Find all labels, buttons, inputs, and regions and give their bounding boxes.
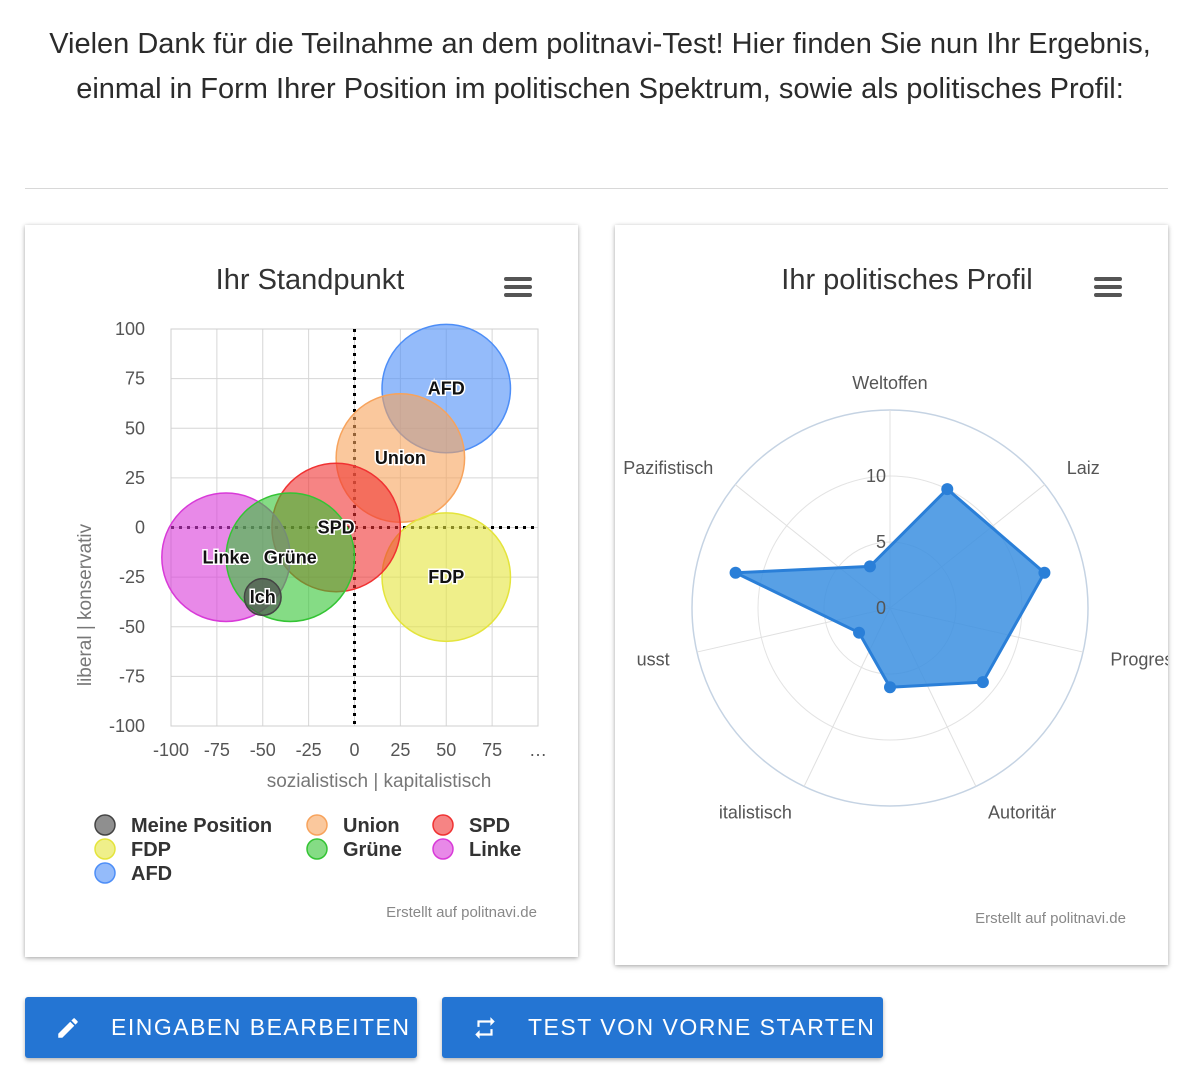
bubble-label: Linke <box>203 547 250 567</box>
intro-text: Vielen Dank für die Teilnahme an dem pol… <box>49 28 1151 105</box>
legend-item[interactable]: Grüne <box>306 838 402 861</box>
radar-axis-label: Laiz <box>1067 458 1100 478</box>
radar-point[interactable] <box>884 681 896 694</box>
legend-label: SPD <box>469 815 510 837</box>
restart-test-label: TEST VON VORNE STARTEN <box>528 1014 876 1040</box>
y-tick-label: 100 <box>115 319 145 339</box>
legend-label: Grüne <box>343 839 402 861</box>
x-tick-label: 25 <box>390 740 410 760</box>
x-tick-label: -75 <box>204 740 230 760</box>
legend-label: Meine Position <box>131 815 272 837</box>
x-tick-label: -25 <box>296 740 322 760</box>
radar-tick-label: 10 <box>866 466 886 486</box>
hamburger-menu-icon[interactable] <box>503 277 533 301</box>
legend-item[interactable]: FDP <box>94 838 171 861</box>
legend-marker <box>306 814 328 836</box>
radar-tick-label: 0 <box>876 598 886 618</box>
edit-inputs-button[interactable]: EINGABEN BEARBEITEN <box>25 997 417 1058</box>
profile-chart-card: Ihr politisches Profil 0 5 10 Weltoffen Laiz… <box>615 225 1168 965</box>
legend-item[interactable]: Union <box>306 814 400 837</box>
bubble-label: Union <box>375 448 426 468</box>
legend-marker <box>94 814 116 836</box>
bubble-label: Grüne <box>264 547 317 567</box>
y-tick-label: 50 <box>125 418 145 438</box>
radar-point[interactable] <box>853 626 866 639</box>
y-tick-label: 25 <box>125 468 145 488</box>
x-tick-label: -100 <box>153 740 189 760</box>
legend-marker <box>94 862 116 884</box>
radar-axis-label: Weltoffen <box>852 373 927 393</box>
legend-item[interactable]: Linke <box>432 838 521 861</box>
x-tick-label: 50 <box>436 740 456 760</box>
bubble-label: AFD <box>428 379 465 399</box>
legend-marker <box>432 838 454 860</box>
radar-tick-label: 5 <box>876 532 886 552</box>
bubble-label: FDP <box>428 567 464 587</box>
edit-inputs-label: EINGABEN BEARBEITEN <box>111 1014 411 1040</box>
legend-label: AFD <box>131 863 172 885</box>
radar-point[interactable] <box>863 560 876 573</box>
legend-marker <box>306 838 328 860</box>
legend-item[interactable]: SPD <box>432 814 510 837</box>
radar-point[interactable] <box>729 566 742 579</box>
y-tick-label: 0 <box>135 518 145 538</box>
y-tick-label: -50 <box>119 617 145 637</box>
y-tick-label: 75 <box>125 369 145 389</box>
radar-axis-label: Pazifistisch <box>623 458 713 478</box>
bubble-fdp[interactable] <box>381 512 512 643</box>
legend-item[interactable]: Meine Position <box>94 814 272 837</box>
profile-chart: Ihr politisches Profil 0 5 10 Weltoffen Laiz… <box>623 264 1168 927</box>
chart-title: Ihr Standpunkt <box>216 264 405 296</box>
x-axis-label: sozialistisch | kapitalistisch <box>267 771 492 792</box>
radar-point[interactable] <box>941 483 954 496</box>
bubble-label: Ich <box>250 587 276 607</box>
radar-axis-label: usst <box>637 649 670 669</box>
radar-axis-label: Autoritär <box>988 803 1056 823</box>
radar-area <box>734 487 1046 689</box>
x-tick-label: … <box>529 740 547 760</box>
legend-label: Linke <box>469 839 521 861</box>
y-tick-label: -75 <box>119 666 145 686</box>
credits[interactable]: Erstellt auf politnavi.de <box>386 904 537 921</box>
x-tick-label: 0 <box>349 740 359 760</box>
repeat-icon <box>470 1013 500 1043</box>
y-tick-label: -25 <box>119 567 145 587</box>
radar-point[interactable] <box>1038 566 1051 579</box>
position-chart-card: Ihr Standpunkt AFD Union FDP SPD Linke Grüne I… <box>25 225 578 957</box>
legend-label: FDP <box>131 839 171 861</box>
x-tick-label: -50 <box>250 740 276 760</box>
pencil-icon <box>53 1013 83 1043</box>
divider <box>25 188 1168 189</box>
legend-item[interactable]: AFD <box>94 862 172 885</box>
legend-marker <box>432 814 454 836</box>
y-axis-label: liberal | konservativ <box>75 523 96 686</box>
legend-label: Union <box>343 815 400 837</box>
x-tick-label: 75 <box>482 740 502 760</box>
legend-marker <box>94 838 116 860</box>
bubble-label: SPD <box>318 518 355 538</box>
credits[interactable]: Erstellt auf politnavi.de <box>975 910 1126 927</box>
hamburger-menu-icon[interactable] <box>1093 277 1123 301</box>
bubble-meine-position[interactable] <box>243 577 282 617</box>
radar-point[interactable] <box>976 676 989 689</box>
restart-test-button[interactable]: TEST VON VORNE STARTEN <box>442 997 883 1058</box>
chart-title: Ihr politisches Profil <box>781 264 1032 296</box>
radar-axis-label: italistisch <box>719 803 792 823</box>
y-tick-label: -100 <box>109 716 145 736</box>
radar-axis-label: Progress <box>1110 649 1168 669</box>
